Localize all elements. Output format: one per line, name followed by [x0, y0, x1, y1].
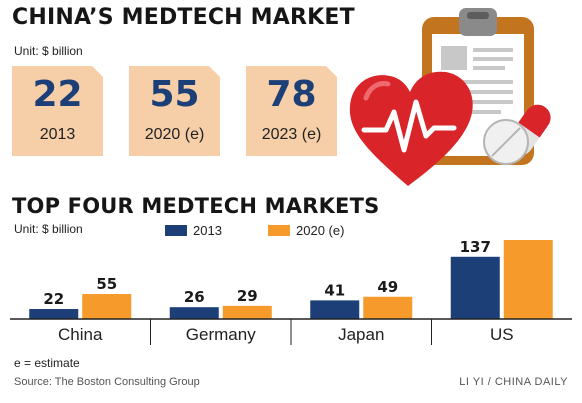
stat-value: 55 [149, 74, 200, 115]
legend-swatch [268, 225, 290, 236]
stat-value: 78 [266, 74, 317, 115]
stat-label: 2020 (e) [144, 126, 205, 143]
x-tick-label: China [58, 325, 103, 344]
stat-card-2023: 78 2023 (e) [246, 66, 337, 156]
chart-unit-label: Unit: $ billion [14, 222, 83, 236]
bar-us-2020 [503, 240, 553, 319]
x-tick-label: Japan [338, 325, 384, 344]
x-tick-label: US [490, 325, 514, 344]
heartbeat-icon [361, 99, 457, 153]
bar-chart: 22 55 26 29 41 49 137 174 China Germany Japan US [10, 236, 572, 345]
credit-line: LI YI / CHINA DAILY [459, 376, 568, 388]
legend-item-2013: 2013 [165, 223, 222, 238]
source-note: Source: The Boston Consulting Group [14, 376, 200, 388]
data-label: 174 [513, 236, 544, 239]
bar-us-2013 [450, 256, 500, 319]
stat-card-2013: 22 2013 [12, 66, 103, 156]
data-label: 137 [460, 238, 491, 256]
legend-label: 2020 (e) [296, 223, 345, 238]
stat-label: 2013 [39, 126, 76, 143]
legend-item-2020: 2020 (e) [268, 223, 344, 238]
legend-label: 2013 [193, 223, 222, 238]
bar-germany-2013 [169, 307, 219, 319]
stat-value: 22 [32, 74, 83, 115]
data-label: 26 [184, 288, 205, 306]
medical-illustration [349, 8, 551, 186]
stat-label: 2023 (e) [261, 126, 322, 143]
stats-unit-label: Unit: $ billion [14, 44, 83, 58]
x-tick-label: Germany [186, 325, 256, 344]
bar-germany-2020 [222, 305, 272, 319]
card-corner-fold [92, 66, 103, 77]
card-corner-fold [209, 66, 220, 77]
bar-japan-2020 [363, 296, 413, 319]
data-label: 41 [324, 281, 345, 299]
bar-china-2020 [82, 294, 132, 319]
legend-swatch [165, 225, 187, 236]
card-corner-fold [326, 66, 337, 77]
chart-title: TOP FOUR MEDTECH MARKETS [12, 194, 380, 218]
page-title: CHINA’S MEDTECH MARKET [12, 5, 355, 30]
data-label: 55 [96, 275, 117, 293]
estimate-note: e = estimate [14, 356, 80, 370]
data-label: 22 [43, 290, 64, 308]
data-label: 29 [237, 287, 258, 305]
bar-china-2013 [29, 309, 79, 319]
data-label: 49 [377, 278, 398, 296]
tablet-icon [483, 119, 529, 165]
stat-card-2020: 55 2020 (e) [129, 66, 220, 156]
bar-japan-2013 [310, 300, 360, 319]
